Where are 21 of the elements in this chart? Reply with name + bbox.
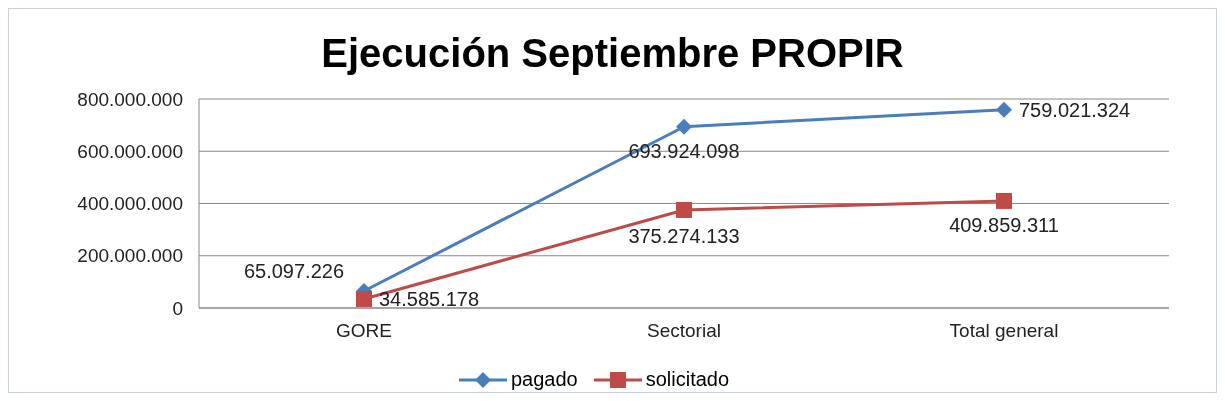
point [996,192,1012,209]
data-label: 375.274.133 [628,224,740,247]
y-tick-label: 200.000.000 [77,245,183,267]
data-label: 34.585.178 [379,287,480,310]
x-tick-label: Sectorial [647,320,721,342]
point [356,290,372,307]
data-label: 409.859.311 [949,213,1059,236]
x-tick-label: GORE [336,320,392,342]
legend-label: pagado [510,368,578,391]
y-tick-label: 600.000.000 [77,140,183,162]
x-tick-label: Total general [949,320,1059,342]
legend-label: solicitado [645,368,730,391]
point [676,118,692,135]
chart-title: Ejecución Septiembre PROPIR [320,31,905,77]
y-tick-label: 800.000.000 [77,88,183,110]
data-label: 759.021.324 [1019,98,1131,121]
data-label: 65.097.226 [243,259,345,282]
y-tick-label: 0 [172,297,183,319]
y-tick-label: 400.000.000 [77,193,183,215]
point [676,201,692,218]
point [996,101,1012,118]
